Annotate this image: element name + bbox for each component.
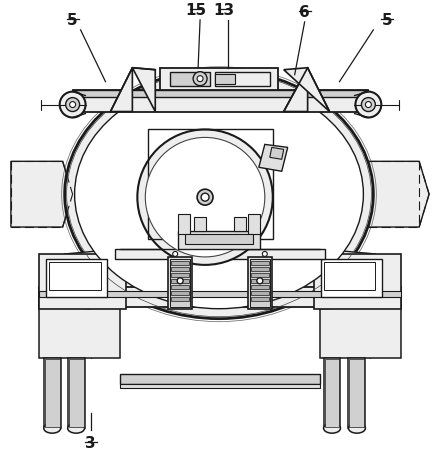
Text: 13: 13 — [213, 3, 234, 18]
Bar — [320, 259, 381, 297]
Circle shape — [256, 278, 262, 284]
Text: 6: 6 — [299, 5, 309, 20]
Text: 3: 3 — [85, 436, 95, 451]
Bar — [233, 217, 245, 231]
Bar — [39, 291, 400, 297]
Bar — [115, 249, 324, 259]
Bar — [171, 297, 189, 301]
Bar — [39, 307, 120, 359]
Bar — [250, 285, 268, 289]
Bar — [249, 259, 269, 307]
Bar — [171, 279, 189, 283]
Bar — [313, 254, 400, 308]
Polygon shape — [11, 162, 72, 227]
Bar — [324, 359, 339, 427]
Circle shape — [197, 189, 212, 205]
Bar — [39, 254, 126, 308]
Circle shape — [355, 91, 381, 117]
Bar — [171, 285, 189, 289]
Bar — [250, 291, 268, 295]
Bar — [120, 384, 319, 389]
Bar — [171, 273, 189, 277]
Bar — [323, 359, 340, 428]
Circle shape — [70, 101, 75, 107]
Bar — [319, 307, 400, 359]
Circle shape — [172, 252, 177, 257]
Ellipse shape — [137, 130, 272, 265]
Bar — [250, 267, 268, 271]
Bar — [178, 231, 259, 249]
Text: 15: 15 — [185, 3, 206, 18]
Ellipse shape — [348, 423, 364, 433]
Bar — [67, 359, 85, 428]
Circle shape — [201, 193, 208, 201]
Bar — [45, 359, 60, 427]
Polygon shape — [319, 249, 400, 308]
Polygon shape — [367, 162, 428, 227]
Ellipse shape — [323, 423, 340, 433]
Bar — [68, 359, 83, 427]
Bar — [194, 217, 205, 231]
Bar — [171, 267, 189, 271]
Bar — [178, 214, 190, 234]
Ellipse shape — [145, 137, 264, 257]
Bar — [148, 130, 272, 239]
Bar — [215, 72, 269, 86]
Polygon shape — [283, 68, 307, 111]
Bar — [171, 261, 189, 265]
Bar — [46, 259, 107, 297]
Circle shape — [364, 101, 371, 107]
Bar — [44, 359, 60, 428]
Polygon shape — [110, 68, 132, 111]
Text: 5: 5 — [67, 13, 78, 28]
Bar — [250, 297, 268, 301]
Bar — [250, 279, 268, 283]
Polygon shape — [269, 147, 283, 159]
Bar — [72, 90, 367, 96]
Circle shape — [197, 76, 203, 81]
Bar — [185, 234, 252, 244]
Bar — [348, 359, 364, 428]
Ellipse shape — [74, 80, 363, 308]
Ellipse shape — [67, 423, 85, 433]
Bar — [160, 68, 277, 90]
Bar — [170, 72, 209, 86]
Circle shape — [177, 278, 183, 284]
Bar — [72, 90, 367, 111]
Bar — [39, 287, 400, 307]
Bar — [120, 374, 319, 384]
Ellipse shape — [64, 70, 372, 318]
Bar — [215, 74, 234, 84]
Bar — [170, 259, 190, 307]
Bar — [323, 262, 374, 290]
Bar — [349, 359, 364, 427]
Circle shape — [60, 91, 85, 117]
Circle shape — [66, 97, 79, 111]
Polygon shape — [283, 68, 329, 111]
Bar — [247, 214, 259, 234]
Bar — [171, 291, 189, 295]
Bar — [250, 261, 268, 265]
Polygon shape — [258, 144, 287, 171]
Polygon shape — [132, 68, 155, 111]
Bar — [250, 273, 268, 277]
Text: 5: 5 — [381, 13, 392, 28]
Ellipse shape — [44, 423, 60, 433]
Circle shape — [262, 252, 267, 257]
Bar — [168, 257, 192, 308]
Polygon shape — [39, 249, 120, 308]
Bar — [49, 262, 100, 290]
Circle shape — [193, 72, 207, 86]
Bar — [247, 257, 271, 308]
Circle shape — [360, 97, 374, 111]
